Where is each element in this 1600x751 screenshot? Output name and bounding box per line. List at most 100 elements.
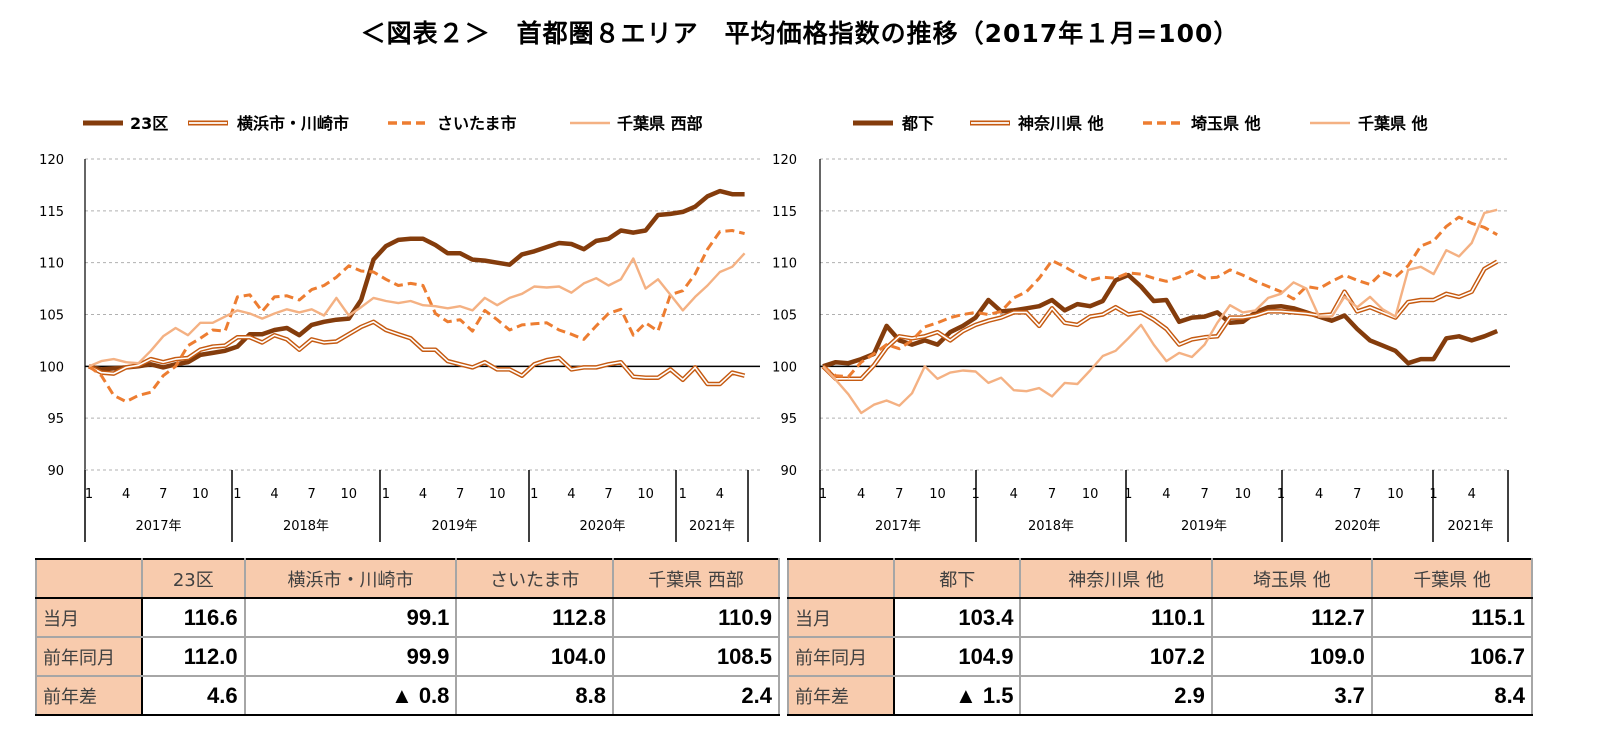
x-year-label: 2021年 xyxy=(689,519,735,534)
x-year-label: 2017年 xyxy=(875,519,921,534)
header-cell: 横浜市・川崎市 xyxy=(243,558,458,599)
cell: 110.1 xyxy=(1019,597,1213,638)
x-month-tick-label: 10 xyxy=(489,487,506,502)
x-month-tick-label: 4 xyxy=(270,487,278,502)
table-row: 前年同月 112.0 99.9 104.0 108.5 xyxy=(35,636,781,677)
y-tick-label: 110 xyxy=(39,257,64,272)
header-cell: さいたま市 xyxy=(455,558,614,599)
x-month-tick-label: 7 xyxy=(1353,487,1361,502)
y-tick-label: 110 xyxy=(772,257,797,272)
legend-label: 千葉県 他 xyxy=(1358,114,1428,133)
left-summary-table: 23区 横浜市・川崎市 さいたま市 千葉県 西部 当月 116.6 99.1 1… xyxy=(35,558,781,716)
x-month-tick-label: 4 xyxy=(1315,487,1323,502)
x-year-label: 2021年 xyxy=(1447,519,1493,534)
x-month-tick-label: 1 xyxy=(971,487,979,502)
x-month-tick-label: 4 xyxy=(716,487,724,502)
x-month-tick-label: 1 xyxy=(679,487,687,502)
y-tick-label: 115 xyxy=(772,205,797,220)
series-line-left-3 xyxy=(88,252,746,368)
row-label: 当月 xyxy=(787,597,895,638)
x-month-tick-label: 7 xyxy=(159,487,167,502)
cell: 8.8 xyxy=(455,675,614,716)
header-cell: 23区 xyxy=(141,558,246,599)
cell: 4.6 xyxy=(141,675,246,716)
row-label: 前年同月 xyxy=(35,636,143,677)
table-row: 当月 116.6 99.1 112.8 110.9 xyxy=(35,597,781,638)
y-tick-label: 95 xyxy=(780,412,797,427)
cell: 99.1 xyxy=(243,597,458,638)
x-month-tick-label: 10 xyxy=(1387,487,1404,502)
x-month-tick-label: 7 xyxy=(1200,487,1208,502)
x-month-tick-label: 7 xyxy=(1048,487,1056,502)
x-month-tick-label: 4 xyxy=(1010,487,1018,502)
right-summary-table: 都下 神奈川県 他 埼玉県 他 千葉県 他 当月 103.4 110.1 112… xyxy=(787,558,1534,716)
series-line-right-3 xyxy=(822,208,1498,415)
x-year-label: 2018年 xyxy=(283,519,329,534)
table-row: 当月 103.4 110.1 112.7 115.1 xyxy=(787,597,1534,638)
x-year-label: 2018年 xyxy=(1028,519,1074,534)
table-row: 前年同月 104.9 107.2 109.0 106.7 xyxy=(787,636,1534,677)
cell: 116.6 xyxy=(141,597,246,638)
row-label: 前年同月 xyxy=(787,636,895,677)
x-year-label: 2019年 xyxy=(431,519,477,534)
x-month-tick-label: 10 xyxy=(637,487,654,502)
x-month-tick-label: 10 xyxy=(929,487,946,502)
cell: 115.1 xyxy=(1370,597,1534,638)
x-month-tick-label: 10 xyxy=(192,487,209,502)
cell: 104.9 xyxy=(892,636,1022,677)
cell: 103.4 xyxy=(892,597,1022,638)
x-year-label: 2020年 xyxy=(579,519,625,534)
x-month-tick-label: 7 xyxy=(308,487,316,502)
y-tick-label: 90 xyxy=(780,464,797,479)
series-line-left-1-inner xyxy=(88,320,745,385)
x-month-tick-label: 1 xyxy=(1124,487,1132,502)
table-header-row: 23区 横浜市・川崎市 さいたま市 千葉県 西部 xyxy=(35,558,781,599)
cell: ▲ 1.5 xyxy=(892,675,1022,716)
legend-label: 23区 xyxy=(130,114,168,133)
x-month-tick-label: 10 xyxy=(340,487,357,502)
row-label: 当月 xyxy=(35,597,143,638)
header-cell xyxy=(787,558,895,599)
legend-label: 横浜市・川崎市 xyxy=(237,114,349,133)
cell: 112.0 xyxy=(141,636,246,677)
x-month-tick-label: 7 xyxy=(604,487,612,502)
table-row: 前年差 4.6 ▲ 0.8 8.8 2.4 xyxy=(35,675,781,716)
y-tick-label: 105 xyxy=(772,309,797,324)
y-tick-label: 95 xyxy=(47,412,64,427)
legend-label: 神奈川県 他 xyxy=(1018,114,1104,133)
x-month-tick-label: 4 xyxy=(857,487,865,502)
x-month-tick-label: 1 xyxy=(1277,487,1285,502)
series-line-left-1 xyxy=(87,319,746,387)
cell: 2.4 xyxy=(611,675,781,716)
x-month-tick-label: 4 xyxy=(567,487,575,502)
legend-label: 埼玉県 他 xyxy=(1191,114,1261,133)
y-tick-label: 100 xyxy=(39,360,64,375)
x-month-tick-label: 4 xyxy=(419,487,427,502)
cell: 99.9 xyxy=(243,636,458,677)
series-line-right-2 xyxy=(822,215,1498,379)
y-tick-label: 115 xyxy=(39,205,64,220)
cell: ▲ 0.8 xyxy=(243,675,458,716)
x-month-tick-label: 4 xyxy=(1468,487,1476,502)
legend-label: 都下 xyxy=(901,114,934,133)
x-month-tick-label: 1 xyxy=(1429,487,1437,502)
cell: 110.9 xyxy=(611,597,781,638)
cell: 112.8 xyxy=(455,597,614,638)
y-tick-label: 105 xyxy=(39,309,64,324)
header-cell: 埼玉県 他 xyxy=(1210,558,1373,599)
x-month-tick-label: 4 xyxy=(1162,487,1170,502)
x-month-tick-label: 1 xyxy=(233,487,241,502)
header-cell: 千葉県 西部 xyxy=(611,558,781,599)
y-tick-label: 90 xyxy=(47,464,64,479)
header-cell: 神奈川県 他 xyxy=(1019,558,1213,599)
x-month-tick-label: 7 xyxy=(456,487,464,502)
row-label: 前年差 xyxy=(35,675,143,716)
x-month-tick-label: 1 xyxy=(530,487,538,502)
page-title: ＜図表２＞ 首都圏８エリア 平均価格指数の推移（2017年１月=100） xyxy=(360,19,1240,48)
cell: 3.7 xyxy=(1210,675,1373,716)
x-month-tick-label: 1 xyxy=(85,487,93,502)
header-cell xyxy=(35,558,143,599)
series-line-right-0 xyxy=(822,272,1499,369)
y-tick-label: 120 xyxy=(39,153,64,168)
